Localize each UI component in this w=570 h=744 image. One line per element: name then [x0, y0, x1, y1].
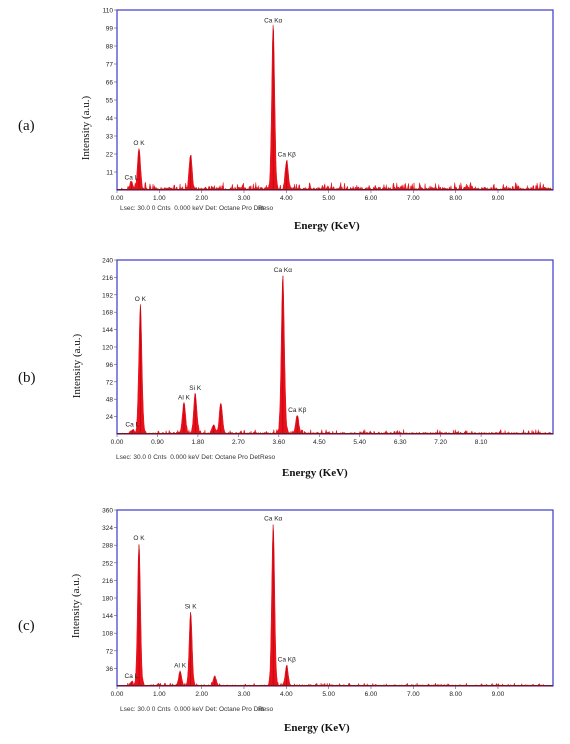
y-tick-label: 360: [102, 508, 113, 515]
y-tick-label: 96: [106, 362, 114, 369]
y-tick-label: 22: [106, 152, 114, 159]
peak-annotation: Ca Kβ: [288, 407, 306, 414]
y-tick-label: 24: [106, 414, 114, 421]
x-tick-label: 6.00: [365, 195, 378, 202]
x-tick-label: 4.00: [280, 691, 293, 698]
panel-label-c: (c): [18, 618, 35, 634]
x-tick-label: 7.20: [434, 439, 447, 446]
footer-reso-a: Reso: [258, 205, 274, 212]
x-tick-label: 9.00: [492, 691, 505, 698]
x-tick-label: 2.00: [195, 691, 208, 698]
peak-annotation: O K: [135, 296, 147, 303]
x-tick-label: 0.90: [151, 439, 164, 446]
x-tick-label: 7.00: [407, 691, 420, 698]
x-tick-label: 5.40: [353, 439, 366, 446]
y-tick-label: 192: [102, 292, 113, 299]
x-tick-label: 9.00: [492, 195, 505, 202]
y-tick-label: 66: [106, 80, 114, 87]
peak-annotation: O K: [133, 140, 145, 147]
x-tick-label: 5.00: [322, 691, 335, 698]
y-tick-label: 168: [102, 310, 113, 317]
x-axis-label-c: Energy (KeV): [284, 722, 350, 734]
x-tick-label: 1.00: [153, 195, 166, 202]
y-tick-label: 108: [102, 631, 113, 638]
y-axis-label-c: Intensity (a.u.): [70, 573, 82, 639]
peak-annotation: Ca L: [125, 174, 139, 181]
peak-annotation: Ca Kα: [274, 267, 292, 274]
y-tick-label: 99: [106, 26, 114, 33]
spectrum-area: [120, 24, 552, 191]
x-tick-label: 7.00: [407, 195, 420, 202]
x-tick-label: 5.00: [322, 195, 335, 202]
y-axis-label-a: Intensity (a.u.): [80, 95, 92, 161]
y-tick-label: 55: [106, 98, 114, 105]
x-axis-label-b: Energy (KeV): [282, 467, 348, 479]
y-tick-label: 36: [106, 666, 114, 673]
x-tick-label: 2.70: [232, 439, 245, 446]
x-tick-label: 0.00: [111, 439, 124, 446]
y-tick-label: 240: [102, 258, 113, 265]
y-tick-label: 180: [102, 596, 113, 603]
y-tick-label: 252: [102, 560, 113, 567]
y-tick-label: 120: [102, 345, 113, 352]
x-tick-label: 8.10: [475, 439, 488, 446]
y-tick-label: 72: [106, 648, 114, 655]
x-tick-label: 3.00: [238, 691, 251, 698]
x-tick-label: 1.00: [153, 691, 166, 698]
x-tick-label: 4.00: [280, 195, 293, 202]
footer-lsec-a: Lsec: 30.0 0 Cnts 0.000 keV Det: Octane …: [120, 205, 264, 212]
peak-annotation: Ca Kβ: [278, 152, 296, 159]
peak-annotation: O K: [133, 535, 145, 542]
footer-lsec-c: Lsec: 30.0 0 Cnts 0.000 keV Det: Octane …: [120, 706, 264, 713]
y-tick-label: 72: [106, 379, 114, 386]
y-tick-label: 48: [106, 397, 114, 404]
y-tick-label: 216: [102, 578, 113, 585]
x-tick-label: 3.00: [238, 195, 251, 202]
x-tick-label: 3.60: [272, 439, 285, 446]
x-tick-label: 6.30: [394, 439, 407, 446]
plot-frame: [116, 9, 554, 191]
peak-annotation: Ca Kα: [264, 516, 282, 523]
panel-label-a: (a): [18, 118, 35, 134]
x-tick-label: 1.80: [192, 439, 205, 446]
x-tick-label: 6.00: [365, 691, 378, 698]
eds-spectrum-chart-b: 24 48 72 96 120 144 168 192 216 240 0.00 0.90 1.80 2.…: [102, 258, 554, 446]
x-tick-label: 2.00: [195, 195, 208, 202]
y-tick-label: 288: [102, 543, 113, 550]
plot-frame: [116, 259, 554, 435]
eds-spectrum-chart-a: 11 22 33 44 55 66 77 88 99 110 0.00 1.00 2.00 3.00 4.0…: [103, 8, 554, 202]
y-tick-label: 11: [106, 170, 113, 177]
y-tick-label: 77: [106, 62, 114, 69]
x-axis-label-a: Energy (KeV): [294, 220, 360, 232]
footer-reso-c: Reso: [258, 706, 274, 713]
footer-reso-b: Reso: [260, 454, 276, 461]
x-tick-label: 4.50: [313, 439, 326, 446]
panel-label-b: (b): [18, 370, 36, 386]
eds-spectrum-chart-c: 36 72 108 144 180 216 252 288 324 360 0.00 1.00 2.00…: [102, 508, 554, 698]
peak-annotation: Ca L: [125, 421, 139, 428]
peak-annotation: Al K: [178, 395, 191, 402]
y-tick-label: 144: [102, 613, 113, 620]
x-tick-label: 8.00: [449, 691, 462, 698]
footer-lsec-b: Lsec: 30.0 0 Cnts 0.000 keV Det: Octane …: [116, 454, 260, 461]
y-tick-label: 144: [102, 327, 113, 334]
y-tick-label: 110: [103, 8, 114, 15]
y-tick-label: 324: [102, 525, 113, 532]
peak-annotation: Si K: [189, 385, 202, 392]
y-tick-label: 44: [106, 116, 114, 123]
peak-annotation: Ca Kβ: [278, 656, 296, 663]
peak-annotation: Si K: [185, 604, 198, 611]
y-axis-label-b: Intensity (a.u.): [71, 333, 83, 399]
x-tick-label: 0.00: [111, 195, 124, 202]
y-tick-label: 33: [106, 134, 114, 141]
y-tick-label: 88: [106, 44, 114, 51]
plot-frame: [116, 509, 554, 687]
x-tick-label: 8.00: [449, 195, 462, 202]
peak-annotation: Ca L: [125, 673, 139, 680]
peak-annotation: Al K: [174, 662, 187, 669]
y-tick-label: 216: [102, 275, 113, 282]
peak-annotation: Ca Kα: [264, 17, 282, 24]
x-tick-label: 0.00: [111, 691, 124, 698]
